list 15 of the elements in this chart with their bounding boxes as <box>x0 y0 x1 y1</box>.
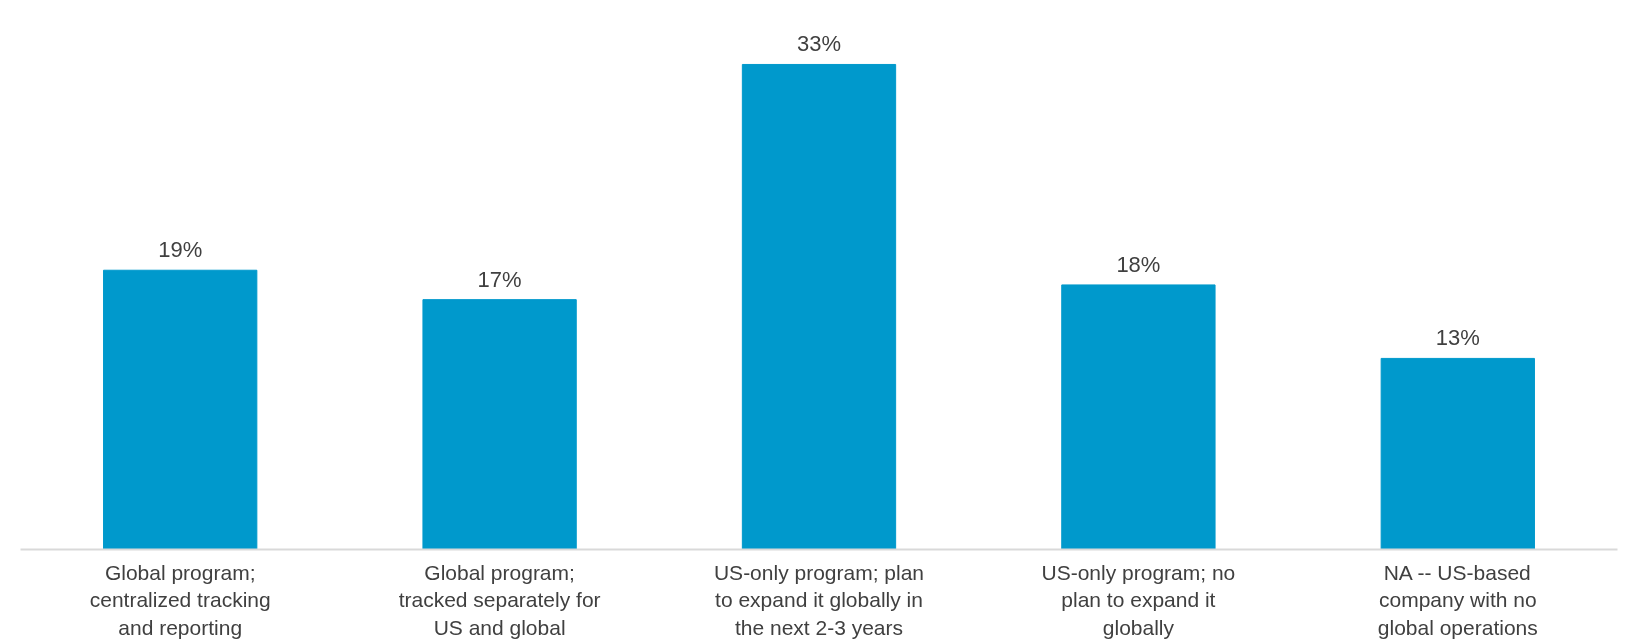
bar <box>1380 357 1535 550</box>
x-tick-label: Global program; tracked separately for US and global <box>398 560 601 639</box>
bar <box>103 269 258 550</box>
data-label: 13% <box>1435 325 1480 351</box>
x-tick-label: US-only program; plan to expand it globally in the next 2-3 years <box>713 560 925 639</box>
data-label: 33% <box>796 31 842 57</box>
data-label: 18% <box>1116 251 1161 277</box>
data-label: 19% <box>158 237 203 263</box>
x-tick-label: Global program; centralized tracking and reporting <box>89 560 271 639</box>
bar <box>741 63 897 550</box>
x-tick-label: NA -- US-based company with no global operations <box>1377 560 1538 639</box>
bar <box>1061 284 1216 550</box>
data-label: 17% <box>477 266 522 292</box>
x-tick-label: US-only program; no plan to expand it globally <box>1041 560 1236 639</box>
bar <box>422 299 577 550</box>
